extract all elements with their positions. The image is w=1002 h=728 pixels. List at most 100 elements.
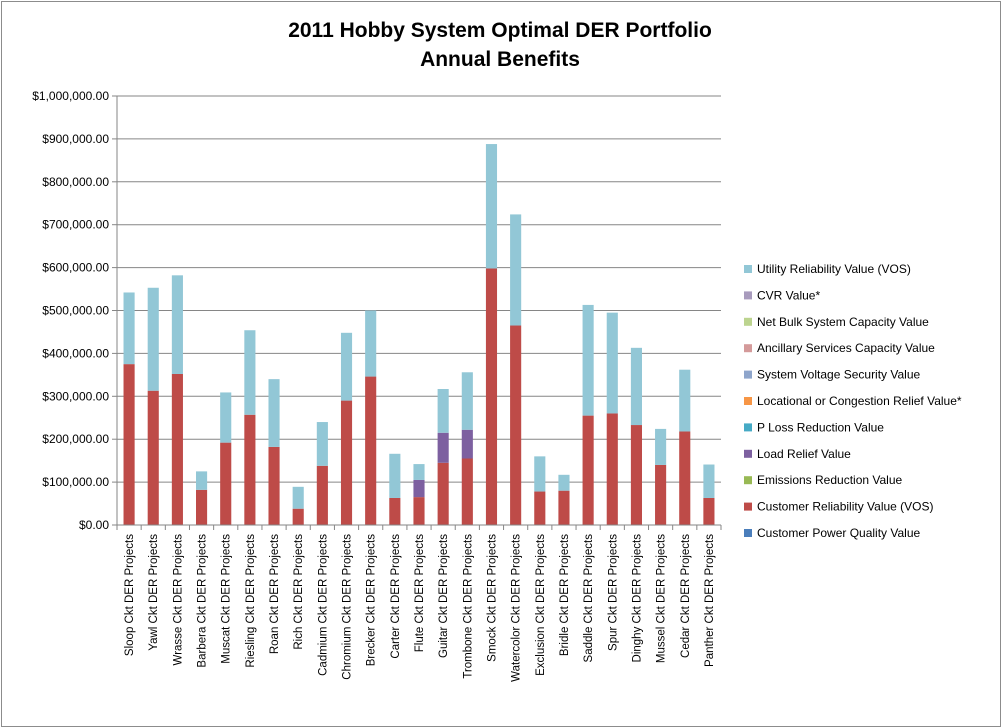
bar-segment: [534, 491, 546, 525]
bar-segment: [340, 332, 353, 401]
legend-label: Emissions Reduction Value: [757, 473, 903, 487]
bar-segment: [437, 389, 449, 433]
y-tick-label: $700,000.00: [42, 218, 109, 232]
x-tick-label: Flute Ckt DER Projects: [414, 534, 426, 652]
x-tick-label: Cedar Ckt DER Projects: [680, 534, 692, 658]
bar-segment: [220, 442, 232, 525]
bar-segment: [655, 428, 667, 465]
legend-swatch: [744, 344, 752, 353]
legend-label: Customer Power Quality Value: [757, 526, 921, 540]
bar-segment: [655, 464, 667, 525]
bar-segment: [196, 489, 208, 525]
bar-segment: [485, 144, 498, 269]
legend-swatch: [744, 502, 752, 511]
bar-segment: [437, 462, 449, 525]
x-tick-label: Dinghy Ckt DER Projects: [631, 534, 643, 663]
x-tick-label: Yawl Ckt DER Projects: [148, 534, 160, 651]
x-tick-label: Spur Ckt DER Projects: [607, 534, 619, 651]
x-tick-label: Brecker Ckt DER Projects: [366, 534, 378, 667]
x-tick-label: Exclusion Ckt DER Projects: [535, 534, 547, 676]
bar-segment: [413, 464, 425, 480]
x-tick-label: Carter Ckt DER Projects: [390, 534, 402, 659]
y-tick-label: $300,000.00: [42, 389, 109, 403]
bar-segment: [606, 312, 618, 414]
bar-segment: [461, 429, 473, 459]
chart-title-line-2: Annual Benefits: [420, 48, 580, 71]
bar-segment: [485, 268, 498, 525]
bar-segment: [630, 347, 642, 426]
legend: Utility Reliability Value (VOS) CVR Value…: [744, 262, 962, 540]
legend-swatch: [744, 291, 752, 300]
x-tick-label: Watercolor Ckt DER Projects: [511, 534, 523, 682]
bar-segment: [316, 465, 328, 525]
bar-segment: [171, 373, 183, 525]
y-tick-label: $600,000.00: [42, 261, 109, 275]
y-tick-label: $400,000.00: [42, 346, 109, 360]
bar-segment: [389, 497, 401, 525]
x-tick-label: Mussel Ckt DER Projects: [656, 534, 668, 663]
x-tick-label: Barbera Ckt DER Projects: [197, 534, 209, 668]
y-tick-label: $200,000.00: [42, 432, 109, 446]
bar-segment: [558, 474, 570, 491]
x-axis: Sloop Ckt DER Projects Yawl Ckt DER Proje…: [116, 524, 722, 682]
bar-segment: [220, 392, 232, 443]
bar-segment: [268, 379, 280, 447]
bar-segment: [703, 497, 715, 525]
bar-segment: [268, 446, 280, 525]
legend-label: Net Bulk System Capacity Value: [757, 315, 929, 329]
bar-segment: [171, 275, 183, 374]
legend-label: P Loss Reduction Value: [757, 420, 884, 434]
legend-swatch: [744, 529, 752, 537]
bar-segment: [437, 432, 449, 463]
bar-segment: [365, 376, 377, 525]
legend-swatch: [744, 265, 752, 273]
x-tick-label: Guitar Ckt DER Projects: [438, 534, 450, 658]
x-tick-label: Wrasse Ckt DER Projects: [172, 534, 184, 666]
bar-segment: [679, 431, 691, 525]
legend-label: Utility Reliability Value (VOS): [757, 262, 911, 276]
legend-swatch: [744, 449, 752, 458]
x-tick-label: Bridle Ckt DER Projects: [559, 534, 571, 656]
y-tick-label: $500,000.00: [42, 304, 109, 318]
bar-segment: [316, 422, 328, 466]
bar-segment: [510, 325, 522, 525]
bar-segment: [679, 369, 691, 432]
x-tick-label: Muscat Ckt DER Projects: [221, 534, 233, 664]
bars: [123, 144, 715, 525]
bar-segment: [123, 364, 135, 525]
x-tick-label: Roan Ckt DER Projects: [269, 534, 281, 654]
legend-swatch: [744, 397, 752, 405]
bar-segment: [389, 453, 401, 498]
legend-label: System Voltage Security Value: [757, 368, 921, 382]
y-tick-label: $0.00: [79, 518, 109, 532]
bar-segment: [582, 415, 594, 525]
legend-label: Ancillary Services Capacity Value: [757, 341, 935, 355]
bar-segment: [630, 425, 642, 525]
bar-segment: [340, 400, 353, 525]
x-tick-label: Cadmium Ckt DER Projects: [317, 534, 329, 676]
legend-swatch: [744, 423, 752, 432]
x-tick-label: Trombone Ckt DER Projects: [462, 534, 474, 679]
bar-segment: [558, 490, 570, 525]
x-tick-label: Riesling Ckt DER Projects: [245, 534, 257, 668]
legend-label: Load Relief Value: [757, 447, 851, 461]
x-tick-label: Sloop Ckt DER Projects: [124, 534, 136, 656]
legend-label: Customer Reliability Value (VOS): [757, 500, 934, 514]
x-tick-label: Panther Ckt DER Projects: [704, 534, 716, 667]
y-tick-label: $900,000.00: [42, 132, 109, 146]
gridlines: [117, 95, 721, 526]
x-tick-label: Chromium Ckt DER Projects: [342, 534, 354, 680]
chart-title-line-1: 2011 Hobby System Optimal DER Portfolio: [288, 19, 712, 42]
y-axis: $0.00 $100,000.00 $200,000.00 $300,000.00 $4…: [32, 89, 118, 532]
y-tick-label: $100,000.00: [42, 475, 109, 489]
legend-label: CVR Value*: [757, 288, 820, 302]
bar-segment: [292, 508, 304, 525]
legend-swatch: [744, 317, 752, 326]
legend-label: Locational or Congestion Relief Value*: [757, 394, 962, 408]
bar-segment: [244, 330, 256, 415]
x-tick-label: Rich Ckt DER Projects: [293, 534, 305, 650]
bar-segment: [147, 390, 159, 525]
x-tick-label: Smock Ckt DER Projects: [486, 534, 498, 662]
